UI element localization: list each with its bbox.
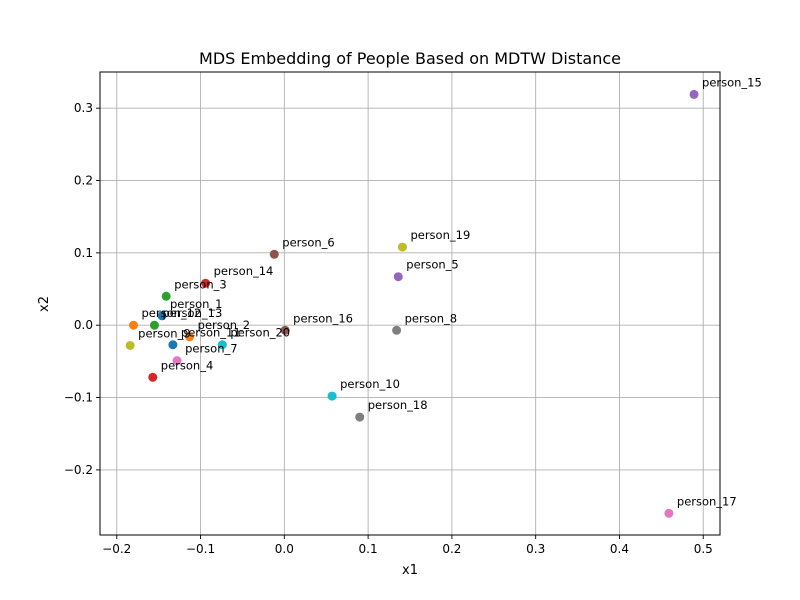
- point-label-person-8: person_8: [405, 311, 458, 325]
- x-tick-label: 0.2: [442, 542, 461, 556]
- data-point-person-9: [125, 340, 135, 350]
- chart-title: MDS Embedding of People Based on MDTW Di…: [199, 49, 621, 68]
- point-label-person-14: person_14: [214, 264, 274, 278]
- data-point-person-15: [689, 89, 699, 99]
- y-axis-ticks: −0.2 −0.1 0.0 0.1 0.2 0.3: [64, 101, 100, 477]
- point-label-person-5: person_5: [406, 258, 459, 272]
- point-label-person-1: person_1: [170, 297, 223, 311]
- data-point-person-18: [355, 412, 365, 422]
- data-point-person-12: [129, 320, 139, 330]
- x-tick-label: 0.1: [359, 542, 378, 556]
- data-point-person-3: [161, 291, 171, 301]
- x-tick-label: −0.2: [102, 542, 131, 556]
- data-point-person-4: [148, 372, 158, 382]
- point-label-person-18: person_18: [368, 398, 428, 412]
- point-label-person-17: person_17: [677, 494, 737, 508]
- data-point-person-11: [168, 340, 178, 350]
- x-tick-label: 0.0: [275, 542, 294, 556]
- y-axis-label: x2: [37, 296, 52, 312]
- data-point-person-8: [392, 325, 402, 335]
- data-point-person-19: [397, 242, 407, 252]
- point-label-person-2: person_2: [198, 318, 251, 332]
- point-label-person-9: person_9: [138, 326, 191, 340]
- y-tick-label: 0.3: [74, 101, 93, 115]
- grid: [100, 72, 720, 535]
- point-label-person-10: person_10: [340, 377, 400, 391]
- data-point-person-14: [201, 278, 211, 288]
- point-label-person-13: person_13: [162, 306, 222, 320]
- x-tick-label: 0.5: [694, 542, 713, 556]
- point-label-person-11: person_11: [181, 326, 241, 340]
- data-point-person-16: [280, 325, 290, 335]
- data-point-person-10: [327, 391, 337, 401]
- point-label-person-4: person_4: [161, 358, 214, 372]
- data-point-person-2: [185, 332, 195, 342]
- x-tick-label: −0.1: [186, 542, 215, 556]
- data-points: [125, 89, 699, 518]
- plot-frame: [99, 71, 721, 536]
- x-tick-label: 0.3: [526, 542, 545, 556]
- point-label-person-15: person_15: [702, 75, 762, 89]
- point-label-person-6: person_6: [282, 235, 335, 249]
- point-label-person-19: person_19: [410, 228, 470, 242]
- point-labels: person_1 person_2 person_3 person_4 person_5…: [138, 75, 762, 508]
- y-tick-label: 0.0: [74, 318, 93, 332]
- point-label-person-16: person_16: [293, 311, 353, 325]
- data-point-person-5: [393, 272, 403, 282]
- point-label-person-12: person_12: [142, 306, 202, 320]
- x-tick-label: 0.4: [610, 542, 629, 556]
- y-tick-label: −0.1: [64, 391, 93, 405]
- data-point-person-17: [664, 508, 674, 518]
- y-tick-label: −0.2: [64, 463, 93, 477]
- data-point-person-7: [172, 356, 182, 366]
- point-label-person-7: person_7: [185, 342, 238, 356]
- data-point-person-1: [157, 311, 167, 321]
- data-point-person-13: [149, 320, 159, 330]
- y-tick-label: 0.1: [74, 246, 93, 260]
- x-axis-ticks: −0.2 −0.1 0.0 0.1 0.2 0.3 0.4 0.5: [102, 535, 713, 556]
- data-point-person-20: [217, 340, 227, 350]
- x-axis-label: x1: [402, 563, 418, 578]
- y-tick-label: 0.2: [74, 174, 93, 188]
- point-label-person-20: person_20: [230, 326, 290, 340]
- data-point-person-6: [269, 249, 279, 259]
- point-label-person-3: person_3: [174, 277, 227, 291]
